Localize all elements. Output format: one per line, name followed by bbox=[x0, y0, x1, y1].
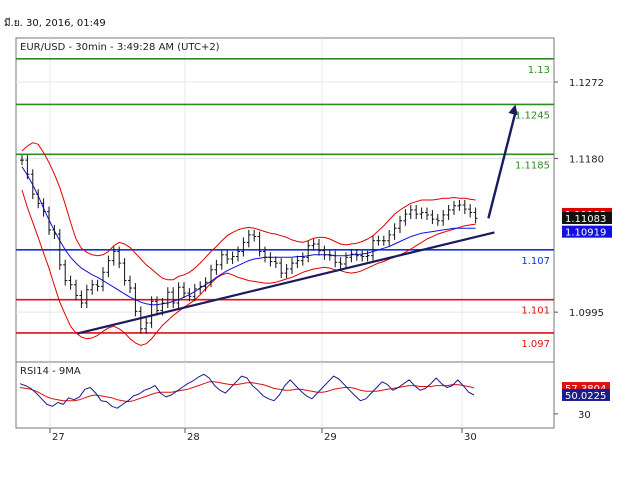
date-time-stamp: มี.ย. 30, 2016, 01:49 bbox=[4, 18, 106, 29]
level-label: 1.1245 bbox=[515, 110, 550, 121]
rsi-plot-frame bbox=[15, 361, 555, 429]
level-label: 1.1185 bbox=[515, 160, 550, 171]
level-label: 1.101 bbox=[521, 306, 550, 317]
price-panel: 1.1272 1.1180 1.0995 1.13 1.1245 1.1185 1.107 1… bbox=[15, 37, 612, 363]
forecast-arrow-head bbox=[508, 104, 518, 116]
y-tick-label: 1.0995 bbox=[569, 308, 604, 319]
price-tag-label: 1.11083 bbox=[565, 214, 606, 225]
moving-average-line bbox=[21, 166, 476, 306]
price-tag-price bbox=[562, 212, 612, 225]
price-tag-moving-average bbox=[562, 225, 612, 238]
forecast-arrow-shaft bbox=[487, 112, 517, 219]
x-tick-label: 29 bbox=[324, 432, 337, 443]
level-label: 1.097 bbox=[521, 339, 550, 350]
y-tick-label: 1.1272 bbox=[569, 78, 604, 89]
y-tick-label: 1.1180 bbox=[569, 154, 604, 165]
x-axis: 27 28 29 30 bbox=[49, 428, 477, 443]
rsi-tag-label: 50.0225 bbox=[565, 391, 606, 402]
x-tick-label: 28 bbox=[187, 432, 200, 443]
rsi-chart-title: RSI14 - 9MA bbox=[20, 366, 81, 377]
rsi-y-tick-label: 30 bbox=[578, 410, 591, 421]
level-label: 1.13 bbox=[528, 65, 550, 76]
x-tick-label: 30 bbox=[464, 432, 477, 443]
level-label: 1.107 bbox=[521, 256, 550, 267]
rsi-panel: 3057.380450.0225 bbox=[15, 361, 610, 429]
rsi-tag-rsi bbox=[562, 388, 610, 401]
bollinger-upper-line bbox=[21, 142, 476, 281]
x-tick-label: 27 bbox=[52, 432, 65, 443]
price-tag-label: 1.10919 bbox=[565, 228, 606, 239]
rsi-line bbox=[19, 373, 475, 409]
price-chart-title: EUR/USD - 30min - 3:49:28 AM (UTC+2) bbox=[20, 42, 220, 53]
rising-trendline bbox=[77, 231, 495, 335]
